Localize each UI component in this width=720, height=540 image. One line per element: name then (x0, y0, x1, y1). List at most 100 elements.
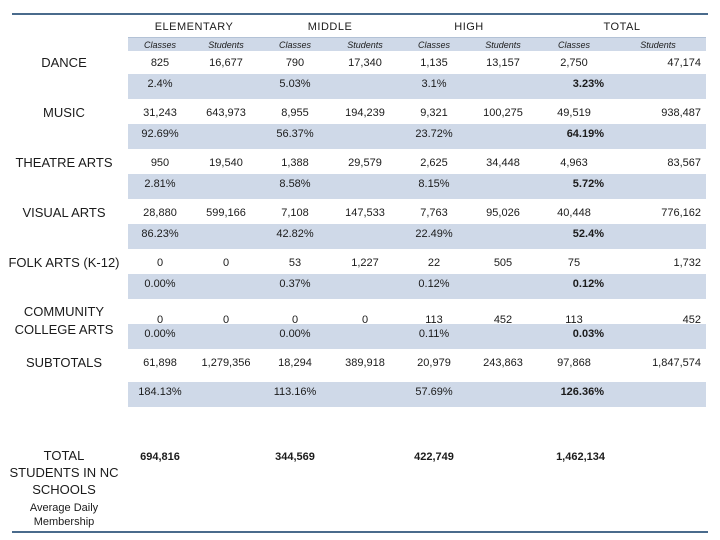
cell-elementary-classes: 825 (150, 56, 170, 69)
sub-header-classes: Classes (557, 39, 590, 50)
percent-high: 3.1% (421, 78, 447, 90)
group-header-high: HIGH (454, 21, 484, 33)
cell-elementary-students: 0 (222, 314, 230, 326)
cell-middle-classes: 1,388 (281, 156, 309, 169)
top-rule (12, 13, 708, 15)
cell-elementary-students: 599,166 (206, 206, 246, 219)
percent-high: 23.72% (415, 128, 453, 140)
percent-total: 3.23% (572, 78, 604, 90)
cell-elementary-students: 643,973 (206, 106, 246, 119)
sub-header-classes: Classes (143, 39, 176, 50)
cell-high-students: 100,275 (483, 106, 523, 119)
cell-total-classes: 97,868 (557, 356, 591, 369)
cell-middle-students: 194,239 (345, 106, 385, 119)
cell-high-classes: 1,135 (420, 56, 448, 69)
percent-row-subtotals: 184.13% 113.16% 57.69% 126.36% (128, 382, 706, 407)
cell-total-students: 1,732 (673, 256, 701, 269)
column-group-header-row: ELEMENTARY MIDDLE HIGH TOTAL (0, 17, 706, 37)
sub-header-students: Students (485, 39, 521, 50)
percent-total: 0.12% (572, 278, 604, 290)
value-row-music: MUSIC 31,243 643,973 8,955 194,239 9,321… (0, 101, 706, 124)
value-row-community-college-arts: COMMUNITY COLLEGE ARTS 0 0 0 0 113 452 1… (0, 301, 706, 337)
value-row-folk-arts: FOLK ARTS (K-12) 0 0 53 1,227 22 505 75 … (0, 251, 706, 274)
cell-elementary-students: 16,677 (209, 56, 243, 69)
sub-header-row: Classes Students Classes Students Classe… (128, 37, 706, 51)
cell-high-students: 13,157 (486, 56, 520, 69)
percent-total: 126.36% (560, 386, 604, 398)
percent-elementary: 0.00% (144, 278, 176, 290)
cell-high-classes: 20,979 (417, 356, 451, 369)
row-label-visual-arts: VISUAL ARTS (22, 205, 106, 220)
cell-elementary-classes: 31,243 (143, 106, 177, 119)
percent-middle: 0.37% (279, 278, 311, 290)
cell-high-students: 95,026 (486, 206, 520, 219)
cell-middle-classes: 7,108 (281, 206, 309, 219)
percent-row-music: 92.69% 56.37% 23.72% 64.19% (128, 124, 706, 149)
cell-total-classes: 4,963 (560, 156, 588, 169)
value-row-subtotals: SUBTOTALS 61,898 1,279,356 18,294 389,91… (0, 351, 706, 374)
adm-elementary-students: 694,816 (140, 451, 180, 463)
cell-elementary-students: 19,540 (209, 156, 243, 169)
adm-section: TOTAL STUDENTS IN NC SCHOOLS Average Dai… (0, 447, 706, 528)
cell-high-classes: 2,625 (420, 156, 448, 169)
cell-middle-students: 1,227 (351, 256, 379, 269)
cell-middle-students: 0 (361, 314, 369, 326)
adm-high-students: 422,749 (414, 451, 454, 463)
percent-row-dance: 2.4% 5.03% 3.1% 3.23% (128, 74, 706, 99)
percent-middle: 56.37% (276, 128, 314, 140)
row-label-subtotals: SUBTOTALS (25, 355, 103, 370)
cell-total-students: 47,174 (667, 56, 701, 69)
cell-middle-students: 147,533 (345, 206, 385, 219)
adm-sublabel-line: Average Daily (29, 502, 99, 514)
cell-total-classes: 40,448 (557, 206, 591, 219)
percent-total: 5.72% (572, 178, 604, 190)
percent-high: 8.15% (418, 178, 450, 190)
cell-middle-students: 389,918 (345, 356, 385, 369)
adm-label-line: STUDENTS IN NC (9, 465, 119, 480)
cell-middle-classes: 53 (288, 256, 302, 269)
percent-high: 0.11% (418, 328, 450, 340)
percent-middle: 113.16% (273, 386, 317, 398)
cell-total-classes: 113 (565, 314, 583, 326)
cell-high-students: 452 (493, 314, 513, 326)
cell-middle-classes: 18,294 (278, 356, 312, 369)
cell-elementary-classes: 0 (156, 314, 164, 326)
cell-elementary-classes: 61,898 (143, 356, 177, 369)
group-header-total: TOTAL (603, 21, 641, 33)
percent-middle: 42.82% (276, 228, 314, 240)
cell-total-students: 938,487 (661, 106, 701, 119)
row-label-music: MUSIC (43, 105, 85, 120)
cell-middle-students: 17,340 (348, 56, 382, 69)
percent-row-theatre-arts: 2.81% 8.58% 8.15% 5.72% (128, 174, 706, 199)
cell-high-students: 505 (493, 256, 513, 269)
cell-elementary-classes: 0 (156, 256, 164, 269)
percent-elementary: 184.13% (138, 386, 182, 398)
cell-high-students: 243,863 (483, 356, 523, 369)
percent-high: 57.69% (415, 386, 453, 398)
percent-high: 22.49% (415, 228, 453, 240)
percent-total: 64.19% (566, 128, 604, 140)
percent-elementary: 2.81% (144, 178, 176, 190)
sub-header-students: Students (347, 39, 383, 50)
group-header-middle: MIDDLE (307, 21, 353, 33)
cell-total-students: 83,567 (667, 156, 701, 169)
bottom-rule (12, 531, 708, 533)
percent-elementary: 0.00% (144, 328, 176, 340)
value-row-visual-arts: VISUAL ARTS 28,880 599,166 7,108 147,533… (0, 201, 706, 224)
percent-elementary: 86.23% (141, 228, 179, 240)
cell-middle-classes: 790 (285, 56, 305, 69)
cell-high-classes: 113 (425, 314, 443, 326)
adm-label-line: TOTAL (43, 448, 85, 463)
arts-education-table: ELEMENTARY MIDDLE HIGH TOTAL Classes Stu… (0, 17, 706, 528)
adm-sublabel-line: Membership (33, 516, 95, 528)
percent-high: 0.12% (418, 278, 450, 290)
row-label-folk-arts: FOLK ARTS (K-12) (8, 255, 120, 270)
percent-total: 52.4% (572, 228, 604, 240)
cell-middle-classes: 0 (291, 314, 299, 326)
cell-elementary-classes: 950 (150, 156, 170, 169)
cell-elementary-classes: 28,880 (143, 206, 177, 219)
cell-total-classes: 49,519 (557, 106, 591, 119)
cell-high-classes: 7,763 (420, 206, 448, 219)
cell-elementary-students: 0 (222, 256, 230, 269)
cell-total-students: 1,847,574 (652, 356, 701, 369)
